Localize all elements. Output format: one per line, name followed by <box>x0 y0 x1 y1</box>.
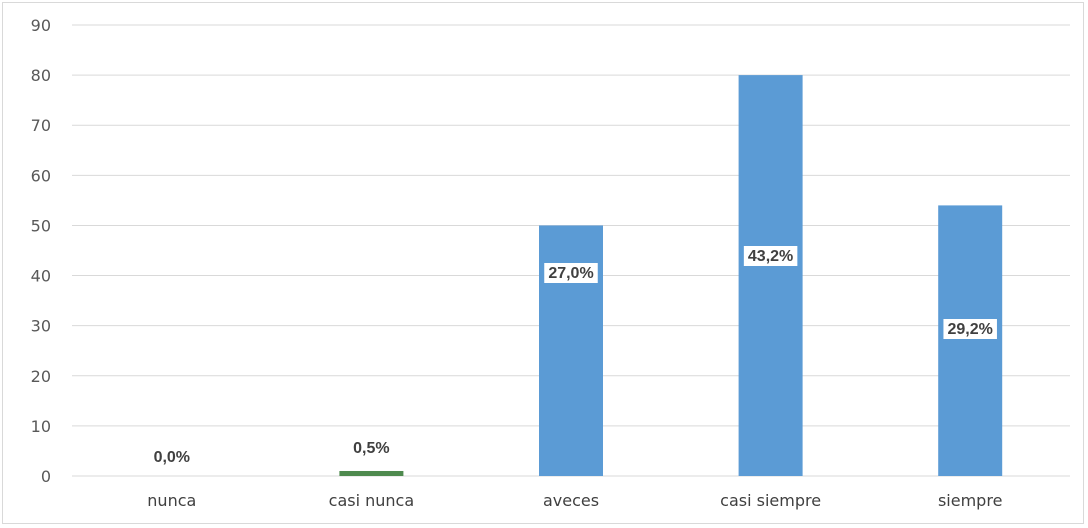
y-tick-label-90: 90 <box>31 16 51 35</box>
bar-siempre <box>938 205 1003 476</box>
bar-casi-nunca <box>339 470 404 476</box>
data-labels: 0,0% 0,5% 27,0% 43,2% 29,2% <box>149 246 997 467</box>
y-tick-label-30: 30 <box>31 317 51 336</box>
data-label-nunca: 0,0% <box>154 449 190 466</box>
data-label-bg-siempre <box>943 319 997 339</box>
y-tick-label-80: 80 <box>31 66 51 85</box>
data-label-bg-casi-siempre <box>743 246 798 266</box>
data-label-casi-nunca: 0,5% <box>353 440 389 457</box>
x-axis-labels: nunca casi nunca aveces casi siempre siempre <box>147 491 1002 510</box>
bar-casi-siempre <box>738 75 803 476</box>
data-label-casi-siempre: 43,2% <box>748 248 793 265</box>
y-tick-label-20: 20 <box>31 367 51 386</box>
data-label-bg-nunca <box>149 447 194 467</box>
x-tick-label-nunca: nunca <box>147 491 196 510</box>
y-tick-label-50: 50 <box>31 216 51 235</box>
x-tick-label-casi-siempre: casi siempre <box>720 491 821 510</box>
y-tick-label-70: 70 <box>31 116 51 135</box>
x-tick-label-casi-nunca: casi nunca <box>329 491 415 510</box>
y-axis-ticks: 0 10 20 30 40 50 60 70 80 90 <box>31 16 51 486</box>
y-tick-label-40: 40 <box>31 267 51 286</box>
data-label-aveces: 27,0% <box>548 265 593 282</box>
y-tick-label-10: 10 <box>31 417 51 436</box>
x-tick-label-siempre: siempre <box>938 491 1002 510</box>
data-label-bg-aveces <box>544 263 598 283</box>
gridlines <box>72 24 1070 477</box>
y-tick-label-60: 60 <box>31 166 51 185</box>
data-label-siempre: 29,2% <box>948 321 993 338</box>
data-label-bg-casi-nunca <box>349 438 394 458</box>
x-tick-label-aveces: aveces <box>543 491 599 510</box>
y-tick-label-0: 0 <box>41 467 51 486</box>
